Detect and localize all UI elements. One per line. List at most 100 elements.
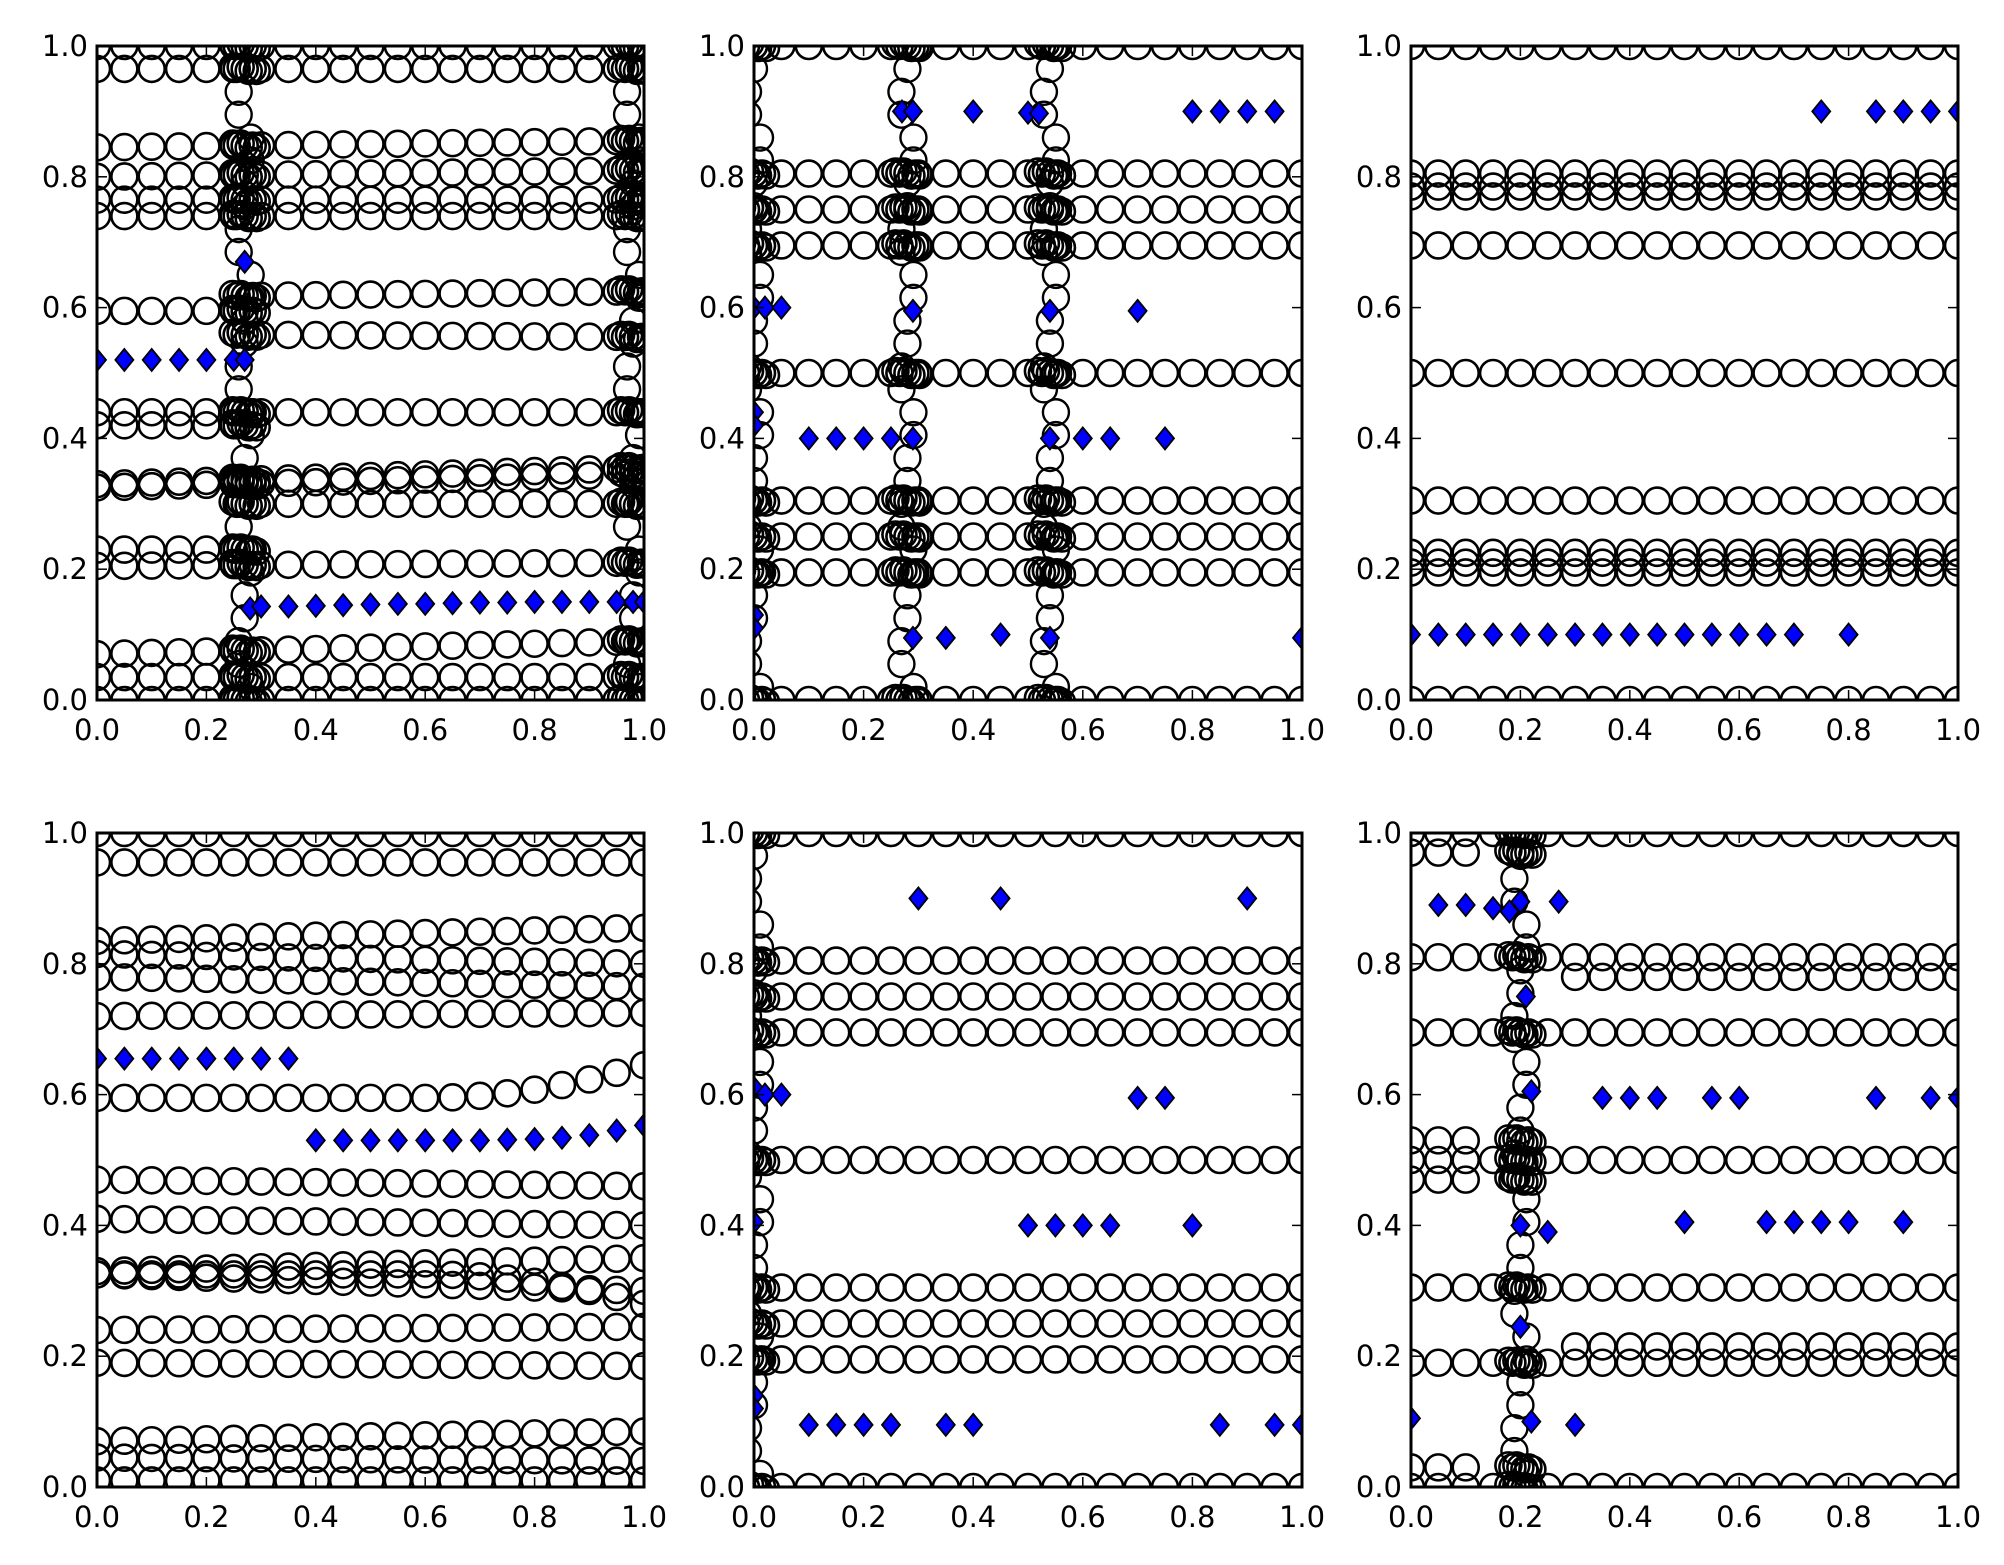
open-circle-point <box>328 662 358 692</box>
diamond-point <box>1564 1412 1586 1438</box>
open-circle-point <box>356 280 385 309</box>
open-circle-point <box>849 195 878 224</box>
cluster-circle-point <box>754 984 781 1013</box>
open-circle-point <box>1752 1348 1781 1378</box>
open-circle-point <box>1178 946 1207 975</box>
open-circle-point <box>520 947 549 977</box>
open-circle-point <box>1861 538 1891 568</box>
open-circle-point <box>1478 486 1508 515</box>
open-circle-point <box>1806 486 1836 515</box>
cluster-circle-point <box>1514 1165 1543 1194</box>
cluster-circle-point <box>630 664 644 694</box>
cluster-circle-point <box>224 214 253 244</box>
open-circle-point <box>1478 548 1508 577</box>
open-circle-point <box>520 848 549 877</box>
y-tick-label: 0.2 <box>699 1339 745 1373</box>
open-circle-point <box>1588 1332 1617 1361</box>
open-circle-point <box>574 127 604 156</box>
open-circle-point <box>1670 231 1699 260</box>
x-tick-label: 0.0 <box>731 713 777 747</box>
open-circle-point <box>1889 1348 1918 1378</box>
open-circle-point <box>97 397 112 427</box>
cluster-circle-point <box>754 687 781 701</box>
open-circle-point <box>629 1446 644 1476</box>
open-circle-point <box>547 1274 577 1303</box>
cluster-circle-point <box>897 360 926 390</box>
cluster-circle-point <box>1510 1275 1539 1304</box>
open-circle-point <box>602 126 631 156</box>
open-circle-point <box>849 358 878 388</box>
open-circle-point <box>110 940 139 969</box>
open-circle-point <box>219 1349 249 1378</box>
open-circle-point <box>767 159 796 188</box>
cluster-circle-point <box>754 159 777 188</box>
cluster-circle-point <box>754 488 781 517</box>
open-circle-point <box>520 1445 549 1475</box>
open-circle-point <box>1424 558 1453 587</box>
open-circle-point <box>274 922 303 951</box>
open-circle-point <box>520 1466 549 1488</box>
open-circle-point <box>1779 1332 1809 1361</box>
open-circle-point <box>1095 1345 1125 1374</box>
open-circle-point <box>492 157 522 187</box>
open-circle-point <box>1916 486 1945 515</box>
cluster-circle-point <box>624 146 644 175</box>
open-circle-point <box>629 1050 644 1080</box>
open-circle-point <box>465 1261 495 1291</box>
open-circle-point <box>465 946 495 976</box>
open-circle-point <box>328 1466 358 1488</box>
open-circle-point <box>328 1250 358 1280</box>
cluster-circle-point <box>754 1322 775 1351</box>
open-circle-point <box>1889 172 1918 201</box>
y-tick-label: 0.0 <box>699 683 745 717</box>
open-circle-point <box>328 201 358 231</box>
cluster-circle-point <box>230 306 259 335</box>
cluster-circle-point <box>754 1309 777 1338</box>
diamond-point <box>1428 622 1449 648</box>
diamond-point <box>415 591 436 617</box>
open-circle-point <box>1424 548 1453 577</box>
diamond-point <box>250 1046 272 1072</box>
cluster-circle-point <box>222 550 251 580</box>
open-circle-point <box>958 486 988 515</box>
cluster-circle-point <box>626 54 644 84</box>
open-circle-point <box>767 486 796 515</box>
cluster-circle-point <box>1041 558 1071 587</box>
open-circle-point <box>1861 1145 1891 1175</box>
open-circle-point <box>137 1348 166 1378</box>
open-circle-point <box>821 1273 851 1302</box>
open-circle-point <box>1041 1018 1070 1047</box>
open-circle-point <box>438 848 467 877</box>
cluster-circle-point <box>1506 1093 1535 1122</box>
open-circle-point <box>410 460 440 489</box>
open-circle-point <box>410 158 440 188</box>
open-circle-point <box>904 1145 933 1175</box>
open-circle-point <box>164 1425 194 1455</box>
cluster-circle-point <box>754 910 775 939</box>
open-circle-point <box>1724 558 1754 587</box>
open-circle-point <box>1861 962 1891 992</box>
cluster-circle-point <box>1043 159 1073 188</box>
open-circle-point <box>958 1309 988 1338</box>
open-circle-point <box>383 848 413 877</box>
cluster-circle-point <box>754 363 757 379</box>
cluster-circle-point <box>622 399 644 429</box>
open-circle-point <box>1478 942 1508 972</box>
open-circle-point <box>1697 1273 1727 1302</box>
open-circle-point <box>492 1419 522 1449</box>
open-circle-point <box>1806 1018 1836 1047</box>
open-circle-point <box>301 159 331 189</box>
diamond-point <box>606 589 627 615</box>
open-circle-point <box>931 558 961 587</box>
open-circle-point <box>1533 1145 1563 1175</box>
open-circle-point <box>328 1083 358 1113</box>
open-circle-point <box>1095 159 1125 188</box>
diamond-point <box>1783 1209 1805 1235</box>
open-circle-point <box>574 455 604 484</box>
open-circle-point <box>1697 1018 1727 1047</box>
open-circle-point <box>1411 182 1426 211</box>
open-circle-point <box>547 1418 577 1448</box>
open-circle-point <box>410 1169 440 1198</box>
cluster-circle-point <box>887 237 916 267</box>
cluster-circle-point <box>618 126 644 156</box>
